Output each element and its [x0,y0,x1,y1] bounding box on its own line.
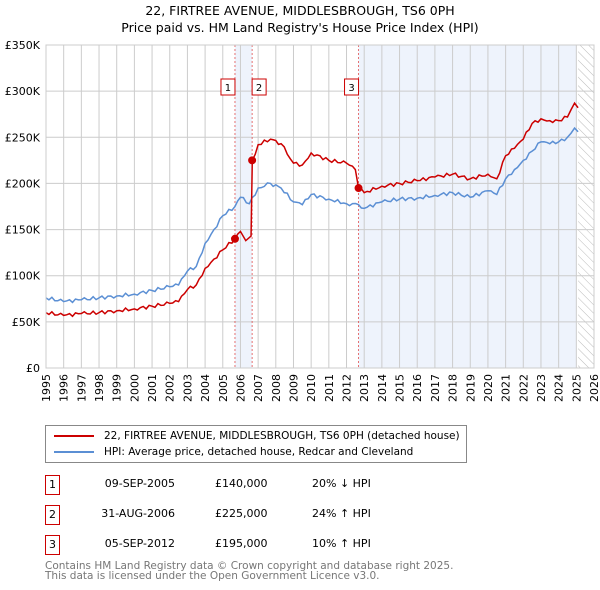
y-tick-label: £250K [5,131,41,144]
footer-licence: This data is licensed under the Open Gov… [45,570,380,582]
legend-swatch-blue [54,451,94,453]
x-tick-label: 2005 [217,374,230,402]
x-tick-label: 2014 [376,374,389,402]
footer-copyright: Contains HM Land Registry data © Crown c… [45,560,454,572]
y-tick-label: £200K [5,177,41,190]
transaction-price: £195,000 [215,537,268,550]
x-tick-label: 2025 [570,374,583,402]
forecast-hatch [578,45,594,368]
x-tick-label: 2024 [553,374,566,402]
x-tick-label: 1997 [75,374,88,402]
x-tick-label: 2010 [305,374,318,402]
shaded-period [234,45,253,368]
x-tick-label: 2016 [411,374,424,402]
y-tick-label: £350K [5,39,41,52]
x-tick-label: 2004 [199,374,212,402]
shaded-period [358,45,577,368]
x-tick-label: 2011 [323,374,336,402]
x-tick-label: 2003 [181,374,194,402]
series-line [45,101,579,318]
x-tick-label: 2007 [252,374,265,402]
legend-swatch-red [54,435,94,437]
y-tick-label: £150K [5,224,41,237]
chart-subtitle: Price paid vs. HM Land Registry's House … [121,20,479,35]
x-tick-label: 2002 [164,374,177,402]
x-tick-label: 2009 [287,374,300,402]
x-tick-label: 2026 [588,374,600,402]
y-tick-label: £100K [5,270,41,283]
transaction-hpi: 10% ↑ HPI [312,537,371,550]
x-tick-label: 2008 [270,374,283,402]
x-tick-label: 1996 [58,374,71,402]
transaction-label: 1 [225,83,231,94]
plot-border [45,44,595,369]
transaction-point [248,156,257,165]
legend: 22, FIRTREE AVENUE, MIDDLESBROUGH, TS6 0… [45,425,467,463]
x-tick-label: 2000 [128,374,141,402]
transaction-marker: 1 [45,475,60,495]
legend-label: 22, FIRTREE AVENUE, MIDDLESBROUGH, TS6 0… [104,430,460,442]
transaction-point [354,184,363,193]
transaction-marker: 3 [45,535,60,555]
transaction-hpi: 24% ↑ HPI [312,507,371,520]
transaction-label: 2 [256,83,262,94]
transaction-point [230,234,239,243]
x-tick-label: 1999 [111,374,124,402]
transaction-date: 31-AUG-2006 [101,507,175,520]
x-tick-label: 1995 [40,374,53,402]
x-tick-label: 2015 [394,374,407,402]
legend-label: HPI: Average price, detached house, Redc… [104,446,414,458]
x-tick-label: 1998 [93,374,106,402]
transaction-label: 3 [348,83,354,94]
y-tick-label: £300K [5,85,41,98]
y-tick-label: £50K [12,316,41,329]
transaction-label-box [251,78,267,96]
x-tick-label: 2006 [234,374,247,402]
transaction-date: 09-SEP-2005 [104,477,175,490]
x-tick-label: 2018 [447,374,460,402]
x-tick-label: 2020 [482,374,495,402]
x-tick-label: 2013 [358,374,371,402]
x-tick-label: 2021 [500,374,513,402]
x-tick-label: 2019 [464,374,477,402]
transaction-price: £225,000 [215,507,268,520]
transaction-date: 05-SEP-2012 [104,537,175,550]
x-tick-label: 2012 [341,374,354,402]
transaction-price: £140,000 [215,477,268,490]
legend-item-hpi: HPI: Average price, detached house, Redc… [54,444,413,460]
x-tick-label: 2023 [535,374,548,402]
transaction-label-box [344,78,360,96]
y-tick-label: £0 [26,362,40,375]
transaction-marker: 2 [45,505,60,525]
series-line [45,126,579,304]
transaction-hpi: 20% ↓ HPI [312,477,371,490]
x-tick-label: 2017 [429,374,442,402]
legend-item-property: 22, FIRTREE AVENUE, MIDDLESBROUGH, TS6 0… [54,428,460,444]
chart-title: 22, FIRTREE AVENUE, MIDDLESBROUGH, TS6 0… [145,3,455,18]
transaction-label-box [220,78,236,96]
x-tick-label: 2001 [146,374,159,402]
plot-area: 1995 1996 1997 1998 1999 2000 2001 2002 2003 2004… [5,39,600,402]
x-tick-label: 2022 [517,374,530,402]
